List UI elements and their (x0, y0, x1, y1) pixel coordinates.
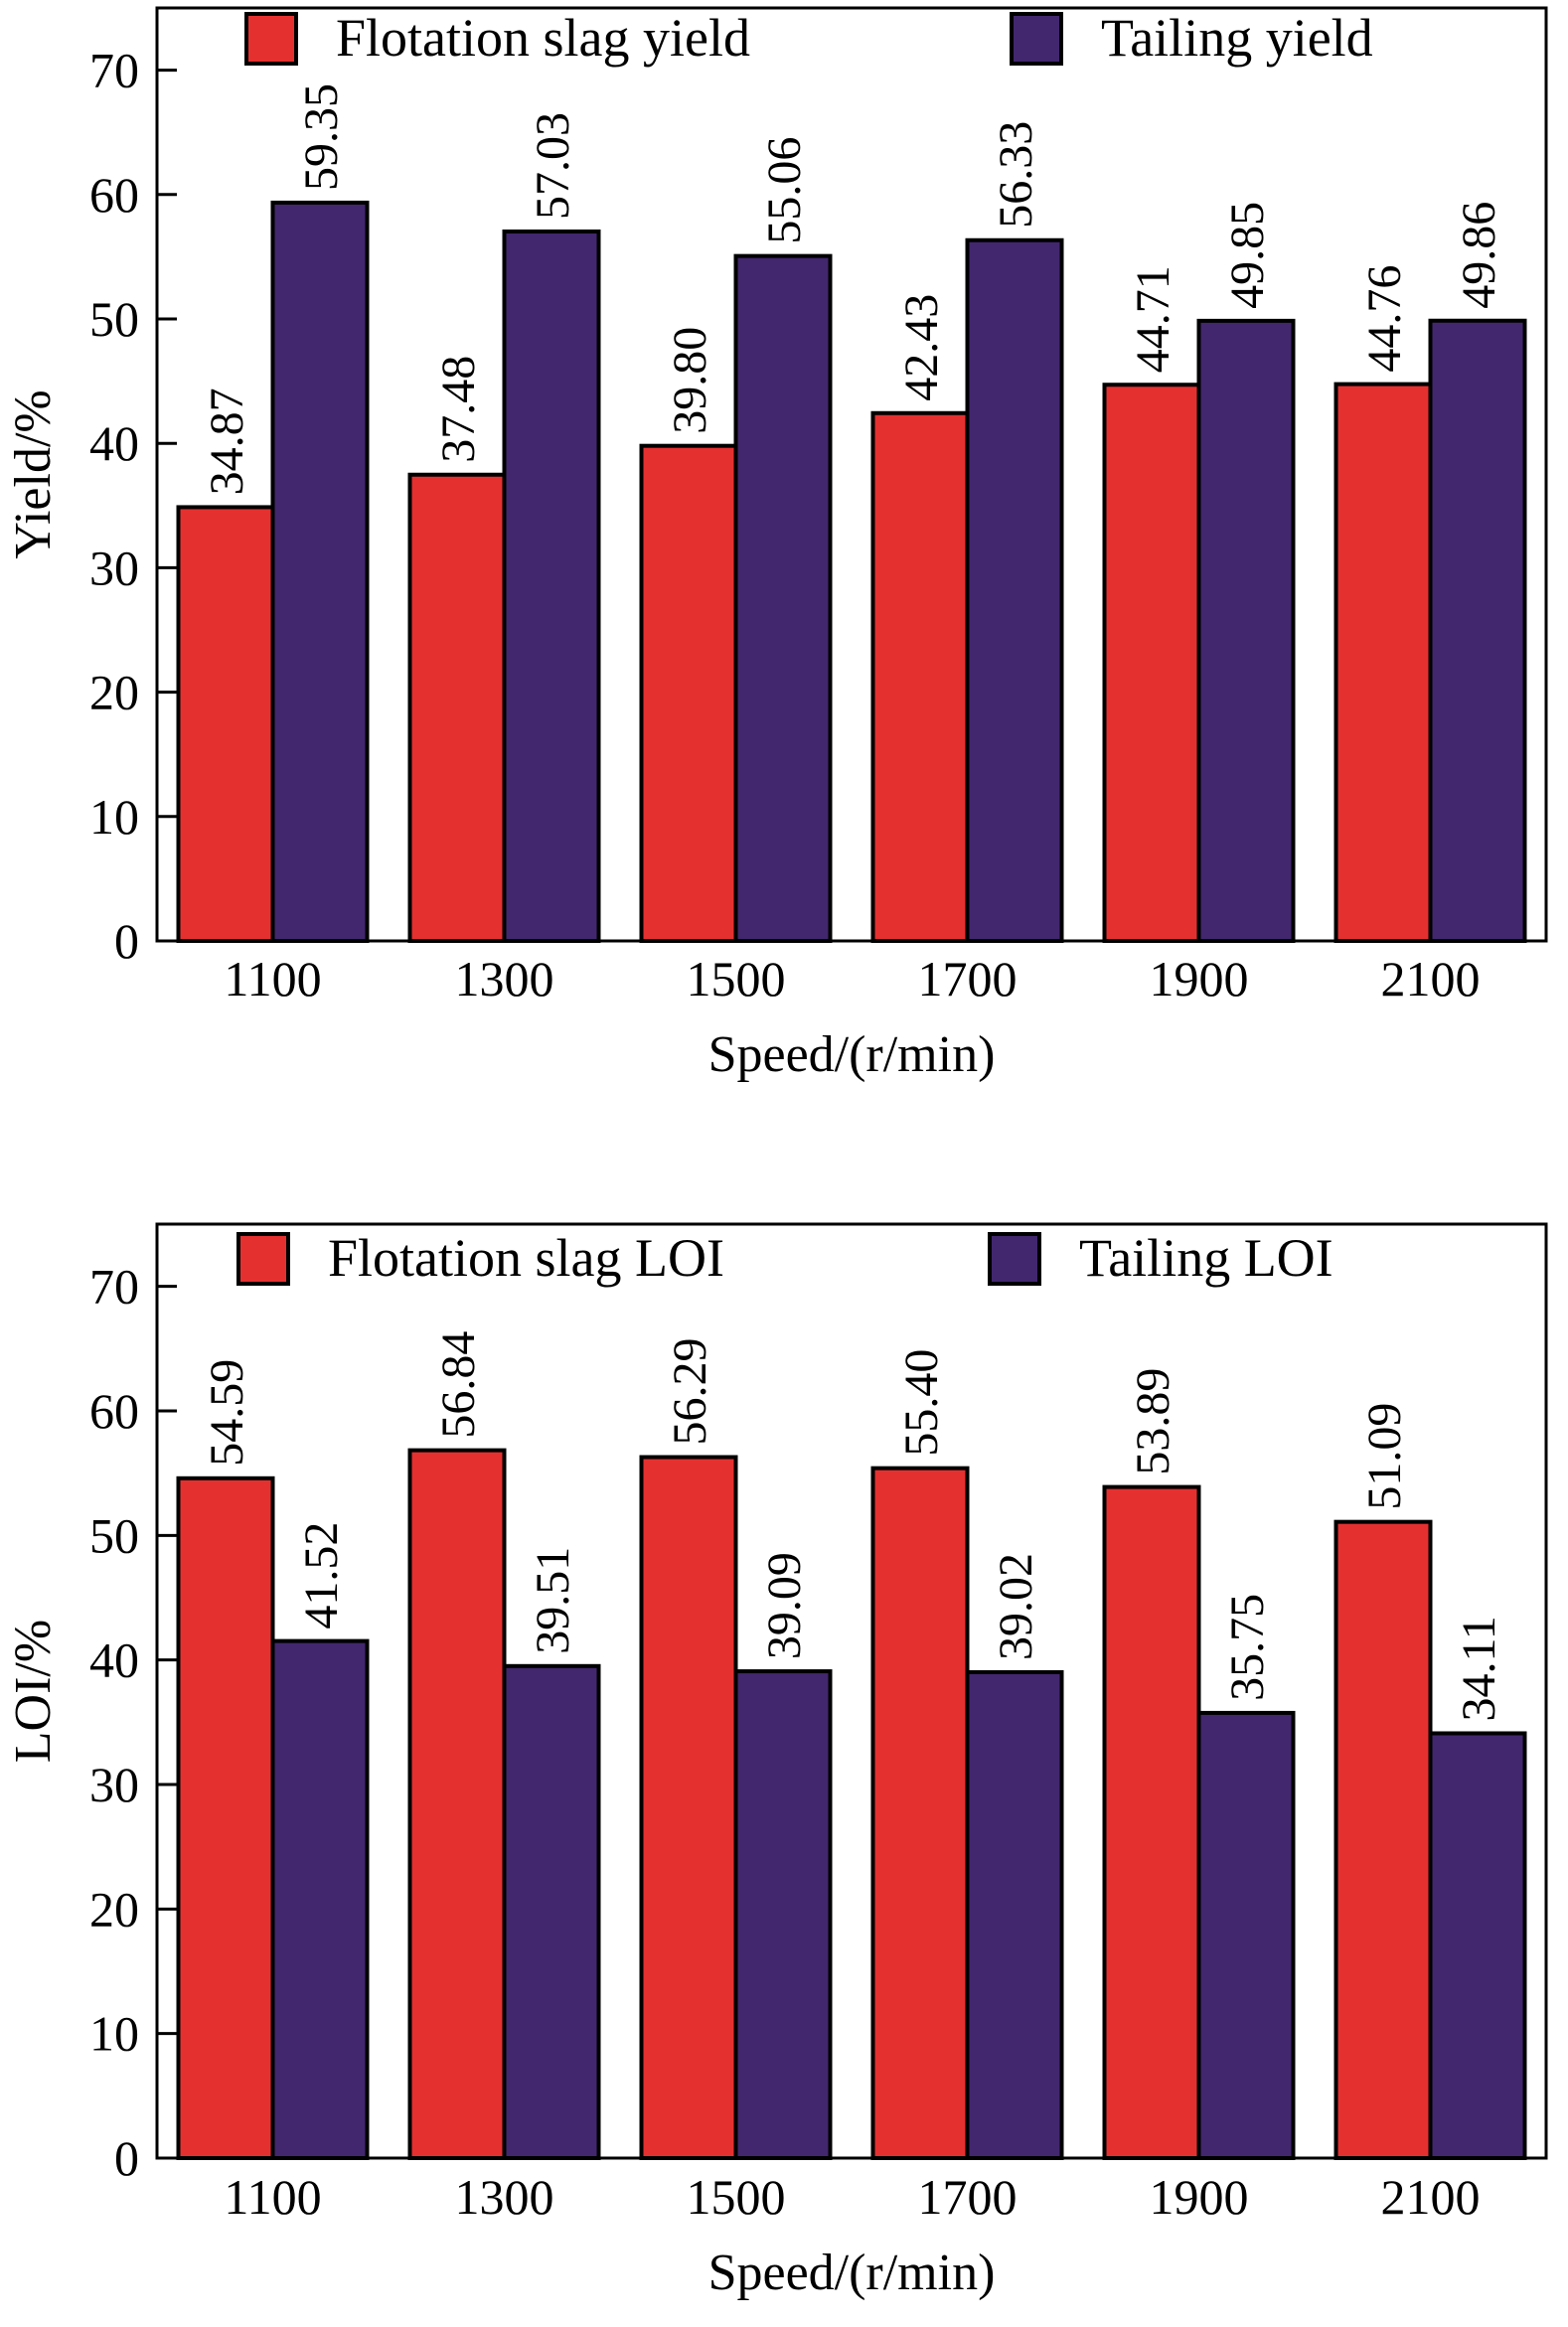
x-tick-label: 2100 (1381, 2169, 1481, 2225)
data-label: 55.40 (895, 1349, 948, 1457)
data-label: 34.87 (201, 388, 253, 495)
bar-tailing (733, 253, 833, 943)
bar-tailing (733, 1669, 833, 2161)
data-label: 34.11 (1453, 1616, 1505, 1721)
bar-tailing (270, 200, 370, 944)
y-tick-label: 20 (89, 1881, 139, 1937)
y-tick-label: 30 (89, 540, 139, 595)
bar-flotation-slag (176, 505, 275, 943)
y-axis-title: LOI/% (5, 1620, 62, 1763)
data-label: 51.09 (1358, 1403, 1411, 1510)
data-label: 49.85 (1221, 202, 1274, 309)
plot-frame (155, 1222, 1548, 2160)
legend-label: Flotation slag LOI (328, 1228, 724, 1288)
x-tick-label: 2100 (1381, 951, 1481, 1007)
legend-label: Tailing yield (1101, 8, 1373, 68)
data-label: 56.29 (664, 1337, 716, 1445)
data-label: 39.02 (990, 1553, 1042, 1660)
data-label: 35.75 (1221, 1594, 1274, 1701)
bar-flotation-slag (639, 443, 738, 943)
x-tick-label: 1700 (918, 951, 1018, 1007)
data-label: 39.80 (664, 327, 716, 434)
data-label: 44.76 (1358, 265, 1411, 373)
data-label: 54.59 (201, 1359, 253, 1467)
x-tick-label: 1100 (224, 951, 321, 1007)
bar-tailing (965, 1669, 1064, 2160)
bar-flotation-slag (1333, 382, 1433, 943)
y-tick-label: 10 (89, 789, 139, 845)
bar-tailing (270, 1638, 370, 2160)
x-tick-label: 1700 (918, 2169, 1018, 2225)
bar-tailing (1428, 1731, 1527, 2161)
bar-flotation-slag (870, 410, 970, 943)
bar-flotation-slag (1333, 1519, 1433, 2160)
bar-tailing (502, 1663, 601, 2160)
data-label: 37.48 (432, 356, 485, 463)
x-tick-label: 1900 (1150, 2169, 1249, 2225)
yield-chart: 0 10 20 30 40 50 60 70 34.87 59.35 1100 37.48 57.03 1… (5, 6, 1548, 1083)
bar-flotation-slag (1102, 1484, 1201, 2160)
y-tick-label: 70 (89, 1259, 139, 1315)
data-label: 39.51 (527, 1547, 579, 1654)
x-tick-label: 1900 (1150, 951, 1249, 1007)
x-tick-label: 1500 (687, 951, 786, 1007)
x-tick-label: 1300 (455, 951, 554, 1007)
data-label: 56.33 (990, 121, 1042, 229)
bar-flotation-slag (639, 1455, 738, 2160)
bar-flotation-slag (1102, 383, 1201, 944)
legend-swatch (988, 1232, 1041, 1286)
y-tick-label: 60 (89, 1383, 139, 1439)
bar-tailing (1428, 318, 1527, 943)
legend-label: Flotation slag yield (336, 8, 750, 68)
data-label: 39.09 (758, 1552, 811, 1659)
bar-tailing (1196, 318, 1296, 943)
legend-label: Tailing LOI (1079, 1228, 1333, 1288)
y-tick-label: 50 (89, 1507, 139, 1563)
y-tick-label: 40 (89, 415, 139, 471)
x-tick-label: 1300 (455, 2169, 554, 2225)
y-axis-title: Yield/% (5, 389, 62, 558)
x-tick-label: 1500 (687, 2169, 786, 2225)
bar-flotation-slag (407, 1448, 507, 2160)
data-label: 42.43 (895, 294, 948, 401)
data-label: 41.52 (295, 1522, 348, 1629)
y-tick-label: 70 (89, 43, 139, 98)
x-axis-title: Speed/(r/min) (708, 2245, 996, 2301)
data-label: 49.86 (1453, 202, 1505, 309)
bar-flotation-slag (176, 1475, 275, 2160)
loi-chart: 0 10 20 30 40 50 60 70 54.59 41.52 1100 56.84 39.51 1… (5, 1222, 1548, 2301)
bar-flotation-slag (870, 1466, 970, 2160)
data-label: 44.71 (1127, 265, 1179, 373)
y-tick-label: 30 (89, 1757, 139, 1812)
legend-swatch (244, 12, 298, 66)
y-tick-label: 0 (114, 913, 139, 969)
y-tick-label: 10 (89, 2006, 139, 2062)
legend-swatch (1010, 12, 1063, 66)
data-label: 55.06 (758, 137, 811, 244)
y-tick-label: 50 (89, 291, 139, 347)
bar-flotation-slag (407, 472, 507, 943)
y-tick-label: 0 (114, 2130, 139, 2186)
legend-swatch (236, 1232, 290, 1286)
y-tick-label: 40 (89, 1632, 139, 1688)
bar-tailing (965, 237, 1064, 943)
data-label: 53.89 (1127, 1368, 1179, 1475)
data-label: 59.35 (295, 83, 348, 191)
x-axis-title: Speed/(r/min) (708, 1026, 996, 1083)
data-label: 56.84 (432, 1331, 485, 1439)
bar-tailing (1196, 1710, 1296, 2161)
x-tick-label: 1100 (224, 2169, 321, 2225)
bar-tailing (502, 229, 601, 944)
y-tick-label: 20 (89, 665, 139, 720)
y-tick-label: 60 (89, 167, 139, 223)
data-label: 57.03 (527, 112, 579, 220)
plot-frame (155, 6, 1548, 943)
